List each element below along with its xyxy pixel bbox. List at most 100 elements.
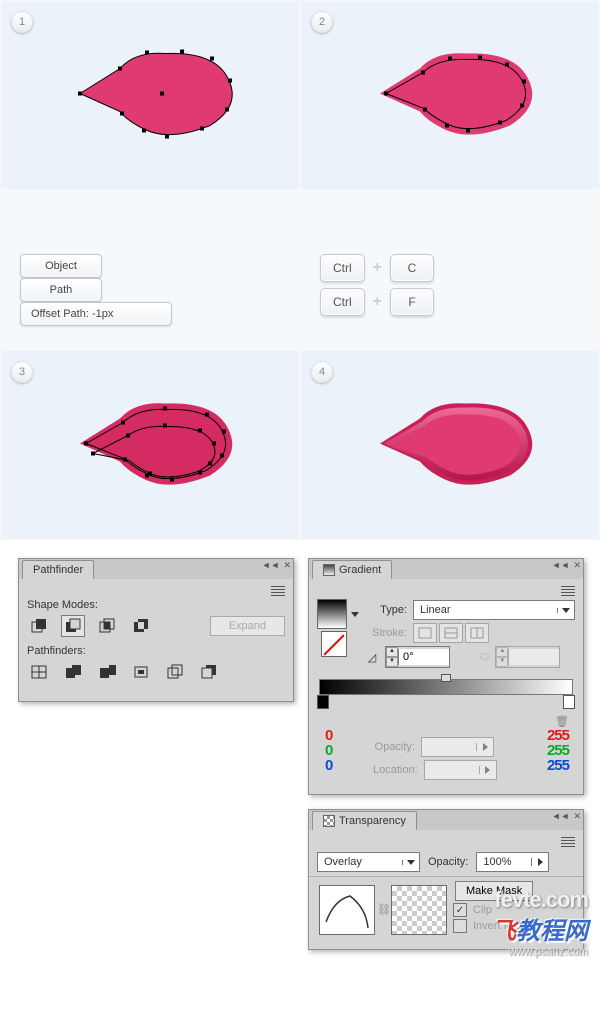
gradient-panel: Gradient ◄◄ ✕ [308,558,584,795]
type-value: Linear [414,604,557,616]
stop-left[interactable] [317,695,329,709]
blend-mode-dropdown[interactable]: Overlay [317,852,420,872]
intersect-icon[interactable] [95,615,119,637]
shape-modes-row: Expand [27,615,285,637]
right-panel-stack: Gradient ◄◄ ✕ [308,558,584,950]
aspect-value[interactable] [508,649,559,665]
tp-opacity-field[interactable]: 100% [476,852,549,872]
aspect-field[interactable]: ▲▼ [495,646,560,668]
key-ctrl: Ctrl [320,254,365,282]
step-3-canvas: 3 [0,350,300,540]
trim-icon[interactable] [61,661,85,683]
left-stop-rgb: 0 0 0 [325,728,332,773]
panel-close-icon-3[interactable]: ✕ [573,812,581,820]
panel-menu-icon[interactable] [271,585,285,597]
transparency-tab[interactable]: Transparency [312,811,417,830]
type-label: Type: [365,604,407,616]
shortcut-copy: Ctrl + C [320,254,434,282]
mask-thumb[interactable] [391,885,447,935]
step-2-canvas: 2 [300,0,600,190]
artwork-thumb[interactable] [319,885,375,935]
make-mask-button[interactable]: Make Mask [455,881,533,901]
link-icon[interactable]: ⛓ [377,881,391,937]
gradient-tab[interactable]: Gradient [312,560,392,579]
angle-field[interactable]: ▲▼ [385,646,450,668]
step-badge-4: 4 [311,361,333,383]
transparency-tab-icon [323,815,335,827]
type-dropdown[interactable]: Linear [413,600,575,620]
step-1-menubox [0,190,300,240]
right-stop-rgb: 255 255 255 [547,728,569,773]
panel-menu-icon-3[interactable] [561,836,575,848]
invert-label: Invert Mask [473,920,530,932]
invert-checkbox[interactable] [453,919,467,933]
stroke-within-icon[interactable] [413,623,437,643]
stroke-label: Stroke: [365,627,407,639]
clip-label: Clip [473,904,492,916]
gradient-slider[interactable] [319,679,573,695]
gradient-tab-icon [323,564,335,576]
stroke-swatch[interactable] [321,631,347,657]
panel-collapse-icon-3[interactable]: ◄◄ [552,812,570,820]
pathfinders-row [27,661,285,683]
step-2-keybox [300,190,600,240]
tp-opacity-label: Opacity: [428,856,468,868]
outline-icon[interactable] [163,661,187,683]
stroke-align-buttons [413,623,489,643]
panels-area: Pathfinder ◄◄ ✕ Shape Modes: Expand Path… [0,540,600,962]
mid-row: Object Path Offset Path: -1px Ctrl + C C… [0,240,600,350]
midpoint-icon[interactable] [441,674,451,682]
menu-object[interactable]: Object [20,254,102,278]
divide-icon[interactable] [27,661,51,683]
blend-mode-value: Overlay [318,856,402,868]
location-label: Location: [373,764,418,776]
menu-stack: Object Path Offset Path: -1px [20,254,280,326]
menu-offset-path[interactable]: Offset Path: -1px [20,302,172,326]
key-ctrl-2: Ctrl [320,288,365,316]
unite-icon[interactable] [27,615,51,637]
merge-icon[interactable] [95,661,119,683]
panel-menu-icon-2[interactable] [561,585,575,597]
step-4-canvas: 4 [300,350,600,540]
menu-path[interactable]: Path [20,278,102,302]
step-badge-3: 3 [11,361,33,383]
stop-right[interactable] [563,695,575,709]
swatch-dropdown-icon[interactable] [351,612,359,617]
fill-swatch[interactable] [317,599,347,629]
angle-icon: ◿ [365,651,379,664]
pathfinders-label: Pathfinders: [27,645,285,657]
pathfinder-title: Pathfinder [33,564,83,576]
step-badge-1: 1 [11,11,33,33]
crop-icon[interactable] [129,661,153,683]
panel-close-icon[interactable]: ✕ [283,561,291,569]
stroke-across-icon[interactable] [465,623,489,643]
panel-collapse-icon[interactable]: ◄◄ [262,561,280,569]
exclude-icon[interactable] [129,615,153,637]
opacity-label: Opacity: [373,741,415,753]
panel-close-icon-2[interactable]: ✕ [573,561,581,569]
stop-opacity-field[interactable] [421,737,494,757]
stop-location-field[interactable] [424,760,497,780]
plus-icon: + [373,259,382,277]
transparency-title: Transparency [339,815,406,827]
clip-checkbox[interactable]: ✓ [453,903,467,917]
gradient-title: Gradient [339,564,381,576]
stroke-along-icon[interactable] [439,623,463,643]
pathfinder-tab[interactable]: Pathfinder [22,560,94,579]
steps-grid: 1 2 [0,0,600,540]
key-c: C [390,254,434,282]
step-2-shape [350,34,550,157]
step-4-shape [350,384,550,507]
minus-front-icon[interactable] [61,615,85,637]
shape-modes-label: Shape Modes: [27,599,285,611]
expand-button[interactable]: Expand [210,616,285,636]
angle-value[interactable] [398,649,449,665]
panel-collapse-icon-2[interactable]: ◄◄ [552,561,570,569]
minus-back-icon[interactable] [197,661,221,683]
gradient-swatches [317,597,359,671]
step-badge-2: 2 [311,11,333,33]
step-1-canvas: 1 [0,0,300,190]
step-1-shape [50,34,250,157]
transparency-panel: Transparency ◄◄ ✕ Overlay Opacity: 100% [308,809,584,950]
shortcut-stack: Ctrl + C Ctrl + F [280,254,580,316]
